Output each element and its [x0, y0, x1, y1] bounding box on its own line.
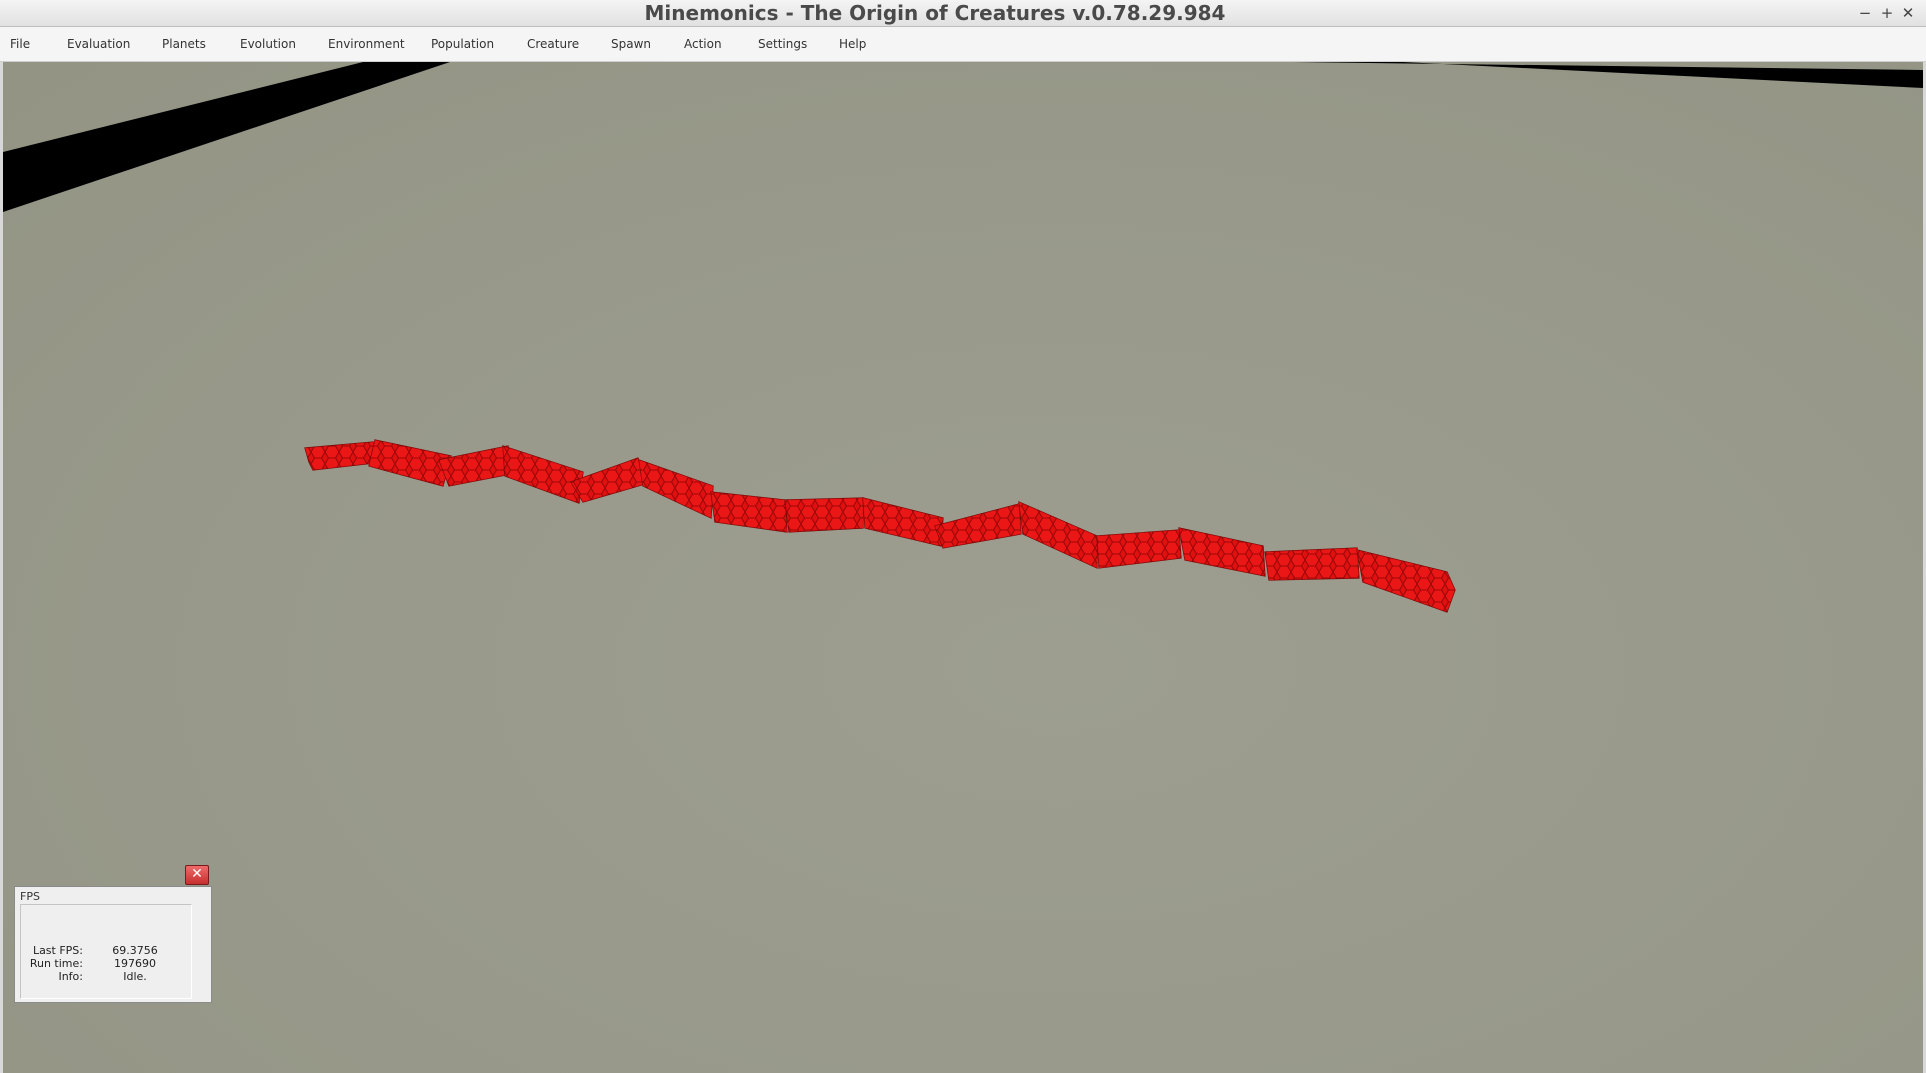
menu-evolution[interactable]: Evolution: [240, 37, 296, 51]
creature-segment-texture: [785, 498, 863, 532]
fps-key: Run time:: [29, 957, 83, 970]
ground-edge-right: [1293, 62, 1923, 88]
fps-row-last-fps: Last FPS: 69.3756: [25, 944, 175, 957]
creature-segment-texture: [305, 442, 383, 470]
menu-evaluation[interactable]: Evaluation: [67, 37, 131, 51]
minimize-icon[interactable]: −: [1858, 4, 1872, 22]
menu-creature[interactable]: Creature: [527, 37, 580, 51]
menu-help[interactable]: Help: [839, 37, 867, 51]
fps-key: Last FPS:: [32, 944, 83, 957]
creature-segment-texture: [571, 458, 645, 502]
creature-segment-texture: [935, 504, 1021, 548]
creature[interactable]: [304, 439, 1456, 613]
menu-population[interactable]: Population: [431, 37, 495, 51]
menu-spawn[interactable]: Spawn: [611, 37, 652, 51]
menu-planets[interactable]: Planets: [162, 37, 206, 51]
fps-panel-content: [20, 904, 192, 999]
fps-value: 69.3756: [112, 944, 158, 957]
creature-segment-texture: [639, 460, 713, 518]
fps-panel-close-button[interactable]: ✕: [185, 865, 209, 885]
creature-segment-texture: [1265, 548, 1359, 580]
menu-file[interactable]: File: [10, 37, 31, 51]
creature-segment-texture: [711, 492, 787, 532]
menu-bar: File Evaluation Planets Evolution Enviro…: [0, 27, 1926, 62]
window-titlebar[interactable]: Minemonics - The Origin of Creatures v.0…: [0, 0, 1926, 27]
fps-row-info: Info: Idle.: [25, 970, 175, 983]
creature-segment-texture: [863, 498, 943, 546]
fps-panel: FPS Last FPS: 69.3756 Run time: 197690 I…: [14, 886, 212, 1003]
fps-value: 197690: [114, 957, 156, 970]
fps-key: Info:: [58, 970, 83, 983]
fps-row-run-time: Run time: 197690: [25, 957, 175, 970]
window-title: Minemonics - The Origin of Creatures v.0…: [644, 1, 1226, 25]
window-left-border: [0, 62, 3, 1073]
fps-value: Idle.: [123, 970, 147, 983]
menu-settings[interactable]: Settings: [758, 37, 808, 51]
creature-segment-texture: [1097, 530, 1181, 568]
close-icon[interactable]: ✕: [1901, 4, 1915, 22]
creature-segment-texture: [1357, 550, 1455, 612]
creature-segment-texture: [1179, 528, 1265, 576]
ground-edge-left: [3, 62, 450, 212]
menu-environment[interactable]: Environment: [328, 37, 405, 51]
creature-segment-texture: [369, 440, 451, 486]
window-right-border: [1923, 62, 1926, 1073]
menu-action[interactable]: Action: [684, 37, 722, 51]
creature-segment-texture: [439, 446, 511, 486]
maximize-icon[interactable]: +: [1880, 4, 1894, 22]
3d-viewport[interactable]: [3, 62, 1923, 1073]
scene-canvas: [3, 62, 1923, 613]
creature-segment-texture: [503, 446, 583, 503]
fps-panel-title: FPS: [20, 890, 40, 903]
creature-segment-texture: [1019, 502, 1097, 568]
